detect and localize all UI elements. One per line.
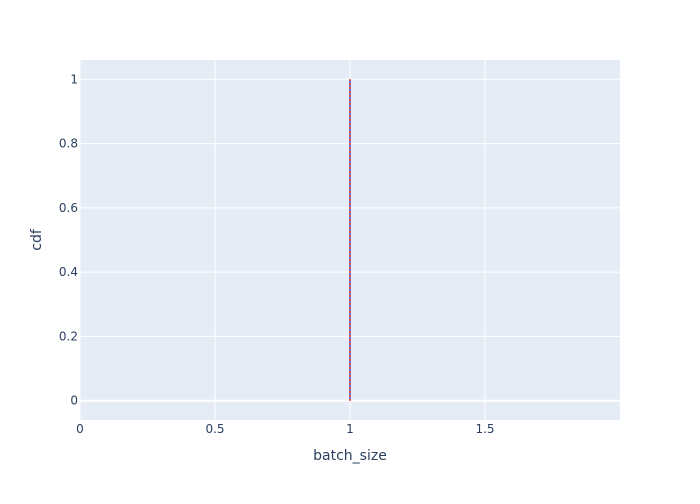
x-tick-label: 1.5 — [475, 422, 494, 436]
x-axis-ticks: 0 0.5 1 1.5 — [76, 422, 494, 436]
y-tick-label: 0.4 — [59, 265, 78, 279]
y-tick-label: 0.2 — [59, 329, 78, 343]
x-axis-title: batch_size — [313, 448, 387, 464]
y-axis-ticks: 0 0.2 0.4 0.6 0.8 1 — [59, 72, 78, 407]
y-tick-label: 0.6 — [59, 201, 78, 215]
x-tick-label: 0.5 — [205, 422, 224, 436]
y-tick-label: 1 — [70, 72, 78, 86]
x-tick-label: 1 — [346, 422, 354, 436]
y-tick-label: 0 — [70, 394, 78, 408]
y-tick-label: 0.8 — [59, 137, 78, 151]
x-tick-label: 0 — [76, 422, 84, 436]
y-axis-title: cdf — [29, 228, 45, 251]
